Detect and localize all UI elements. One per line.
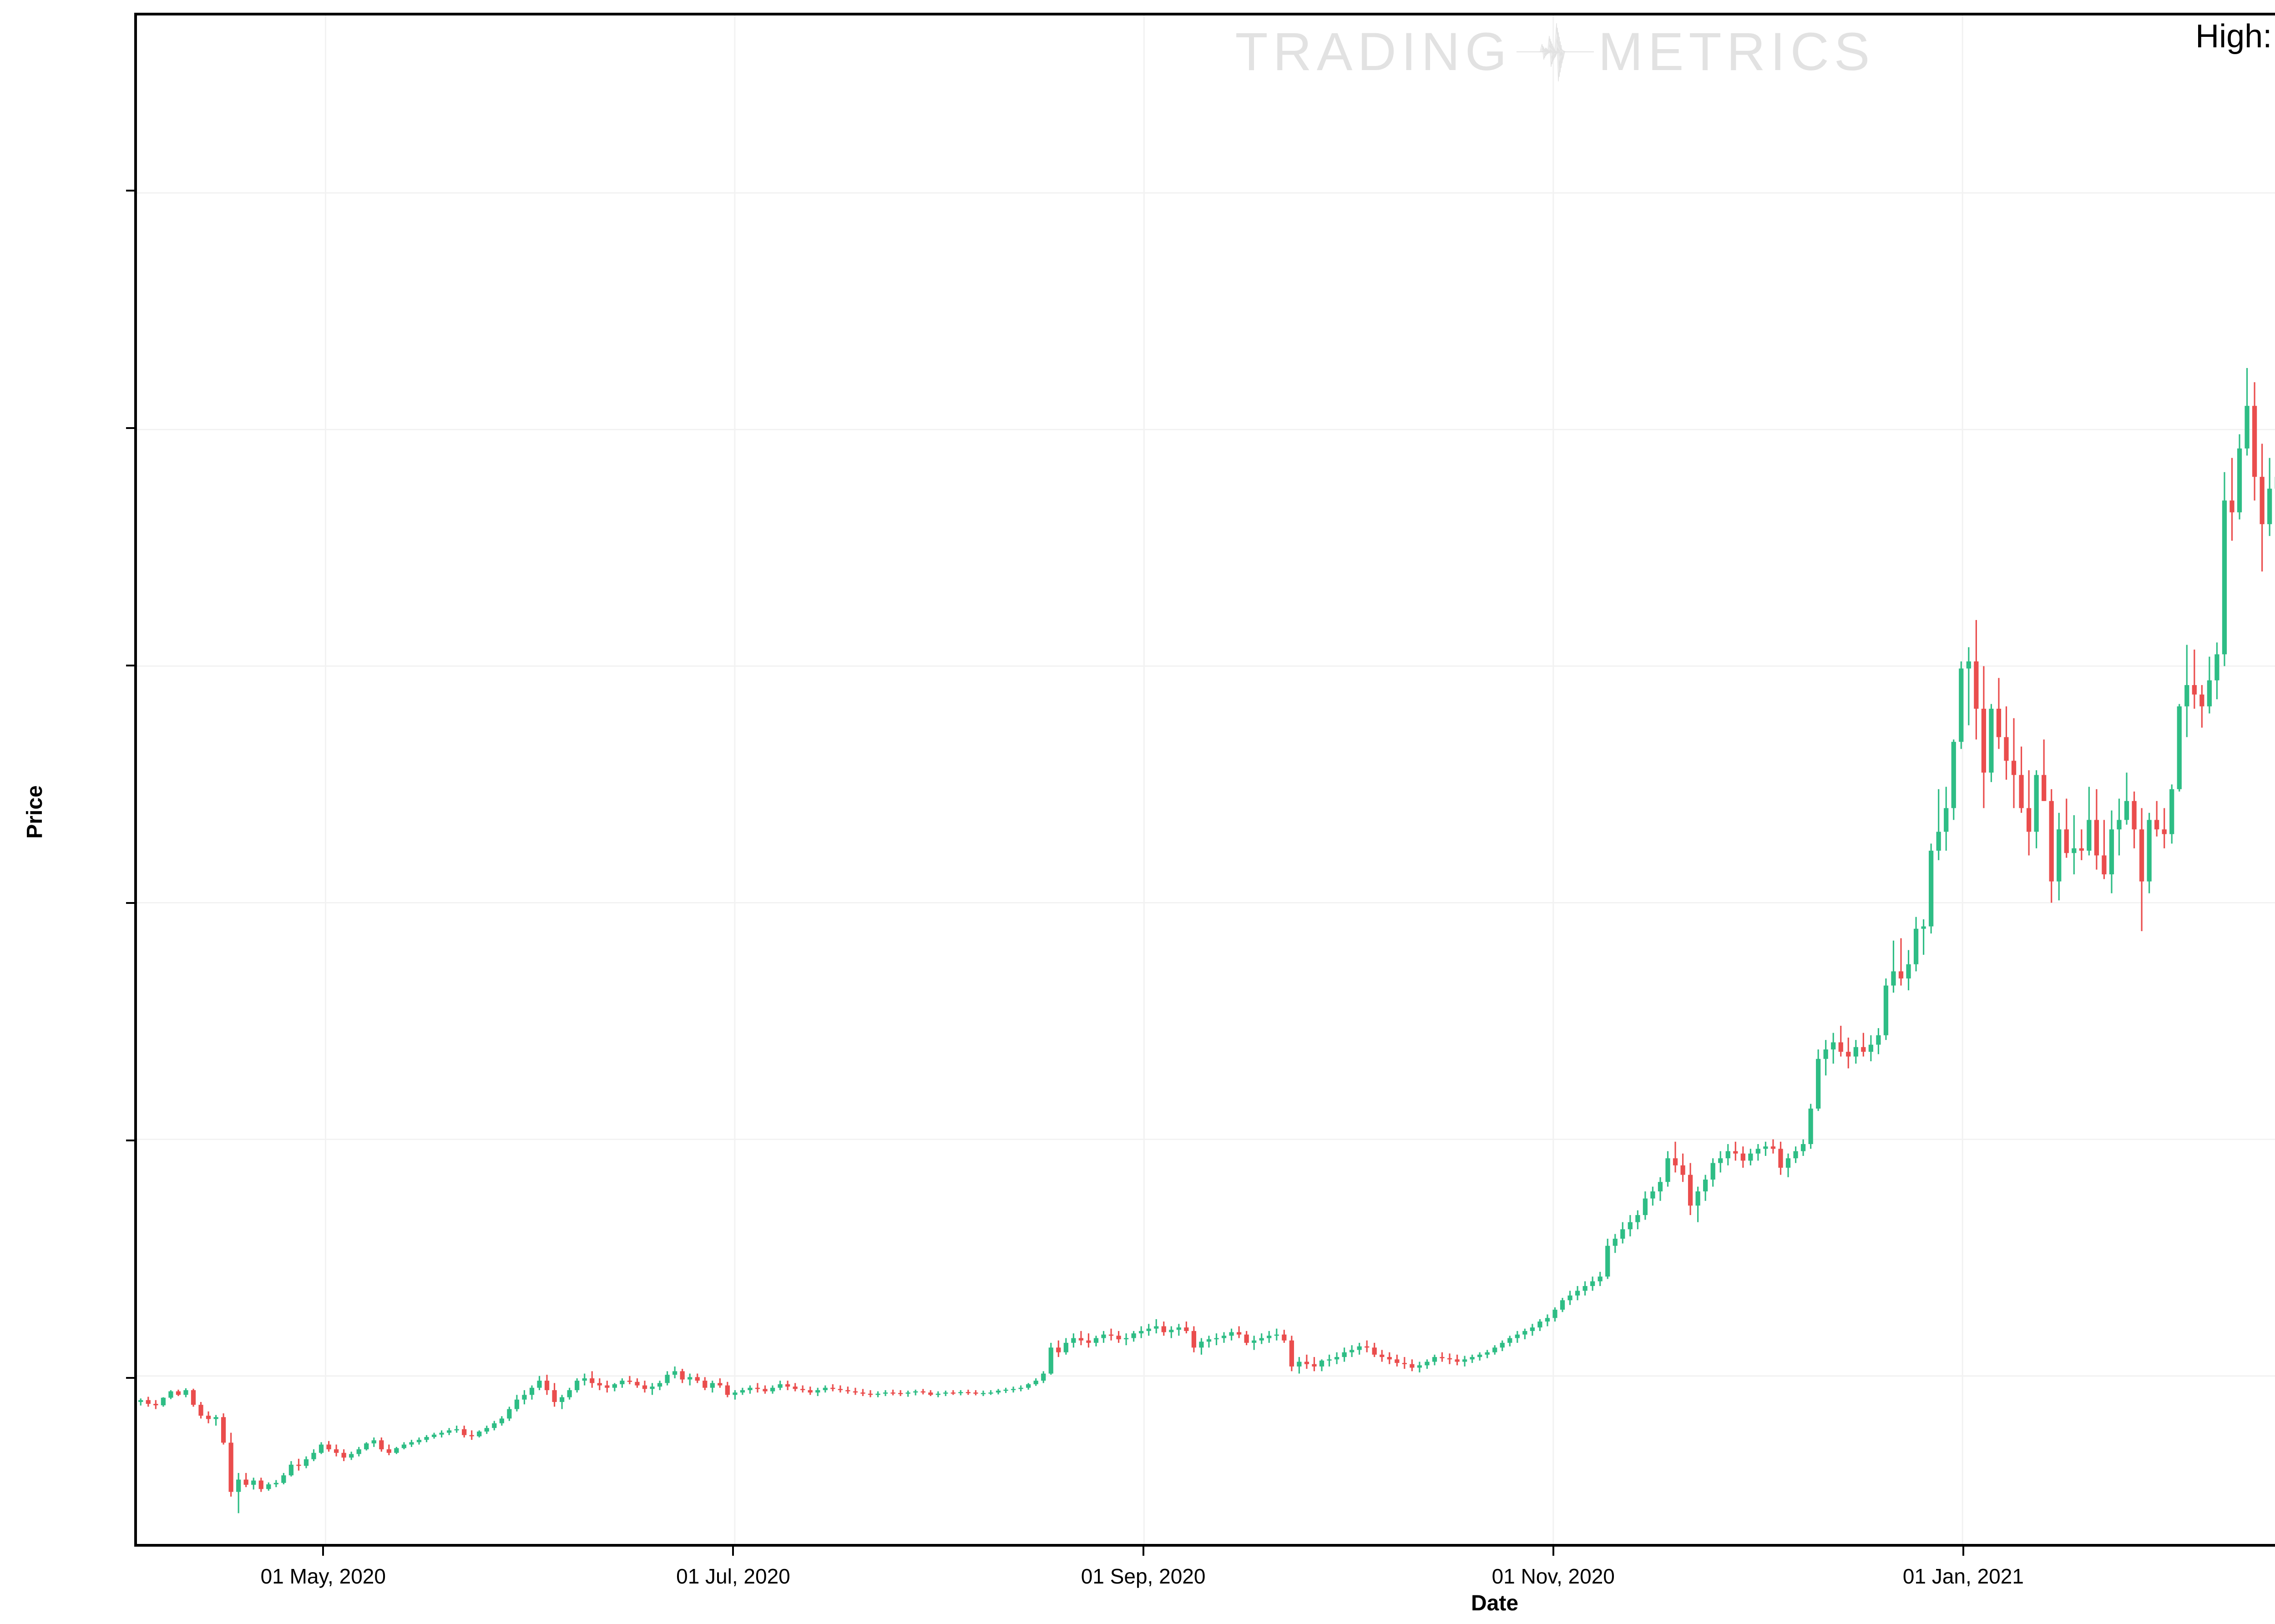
y-tick-mark <box>126 1377 134 1379</box>
x-tick-mark <box>732 1547 734 1556</box>
x-tick-label: 01 Jul, 2020 <box>676 1564 790 1588</box>
y-tick-mark <box>126 902 134 904</box>
x-tick-mark <box>1552 1547 1554 1556</box>
x-tick-mark <box>322 1547 324 1556</box>
x-tick-label: 01 May, 2020 <box>260 1564 386 1588</box>
y-axis-title: Price <box>23 785 47 839</box>
plot-area[interactable]: TRADING METRICS High: 64854.00 <box>134 13 2275 1547</box>
gridlines <box>137 15 2275 1544</box>
x-tick-label: 01 Sep, 2020 <box>1081 1564 1206 1588</box>
high-annotation-label: High: 64854.00 <box>2195 18 2275 55</box>
candlestick-series <box>138 368 2275 1513</box>
y-tick-mark <box>126 1140 134 1142</box>
x-axis-title: Date <box>1471 1591 1519 1615</box>
y-tick-mark <box>126 665 134 667</box>
y-tick-mark <box>126 190 134 192</box>
x-tick-label: 01 Jan, 2021 <box>1902 1564 2024 1588</box>
x-tick-mark <box>1142 1547 1144 1556</box>
annotation-arrow-layer <box>137 15 2275 1544</box>
x-tick-mark <box>1962 1547 1964 1556</box>
y-tick-mark <box>126 427 134 429</box>
x-tick-label: 01 Nov, 2020 <box>1491 1564 1615 1588</box>
